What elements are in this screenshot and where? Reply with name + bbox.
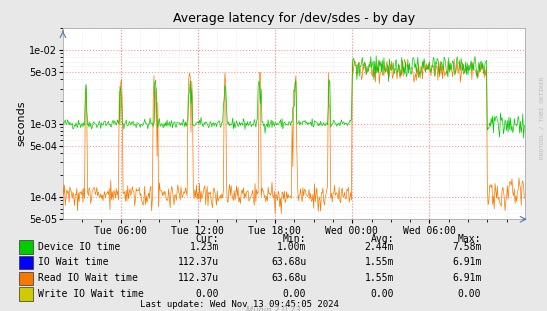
Text: 112.37u: 112.37u	[178, 273, 219, 283]
Text: 1.55m: 1.55m	[364, 273, 394, 283]
Text: IO Wait time: IO Wait time	[38, 257, 109, 267]
Text: 63.68u: 63.68u	[271, 257, 306, 267]
Text: Munin 2.0.73: Munin 2.0.73	[246, 306, 301, 311]
Text: 0.00: 0.00	[283, 289, 306, 299]
Text: 6.91m: 6.91m	[452, 273, 481, 283]
Text: 1.23m: 1.23m	[189, 242, 219, 252]
Text: 2.44m: 2.44m	[364, 242, 394, 252]
Bar	[19, 287, 33, 300]
Bar	[19, 256, 33, 269]
Y-axis label: seconds: seconds	[16, 101, 26, 146]
Text: 0.00: 0.00	[195, 289, 219, 299]
Text: 7.58m: 7.58m	[452, 242, 481, 252]
Bar	[19, 272, 33, 285]
Text: 1.00m: 1.00m	[277, 242, 306, 252]
Text: Min:: Min:	[283, 234, 306, 244]
Text: Avg:: Avg:	[370, 234, 394, 244]
Text: RRDTOOL / TOBI OETIKER: RRDTOOL / TOBI OETIKER	[539, 77, 544, 160]
Text: Device IO time: Device IO time	[38, 242, 120, 252]
Bar	[19, 240, 33, 253]
Text: Max:: Max:	[458, 234, 481, 244]
Text: 1.55m: 1.55m	[364, 257, 394, 267]
Text: Write IO Wait time: Write IO Wait time	[38, 289, 144, 299]
Text: Last update: Wed Nov 13 09:45:05 2024: Last update: Wed Nov 13 09:45:05 2024	[140, 300, 339, 309]
Text: Cur:: Cur:	[195, 234, 219, 244]
Title: Average latency for /dev/sdes - by day: Average latency for /dev/sdes - by day	[173, 12, 415, 26]
Text: 112.37u: 112.37u	[178, 257, 219, 267]
Text: 6.91m: 6.91m	[452, 257, 481, 267]
Text: Read IO Wait time: Read IO Wait time	[38, 273, 138, 283]
Text: 0.00: 0.00	[370, 289, 394, 299]
Text: 63.68u: 63.68u	[271, 273, 306, 283]
Text: 0.00: 0.00	[458, 289, 481, 299]
